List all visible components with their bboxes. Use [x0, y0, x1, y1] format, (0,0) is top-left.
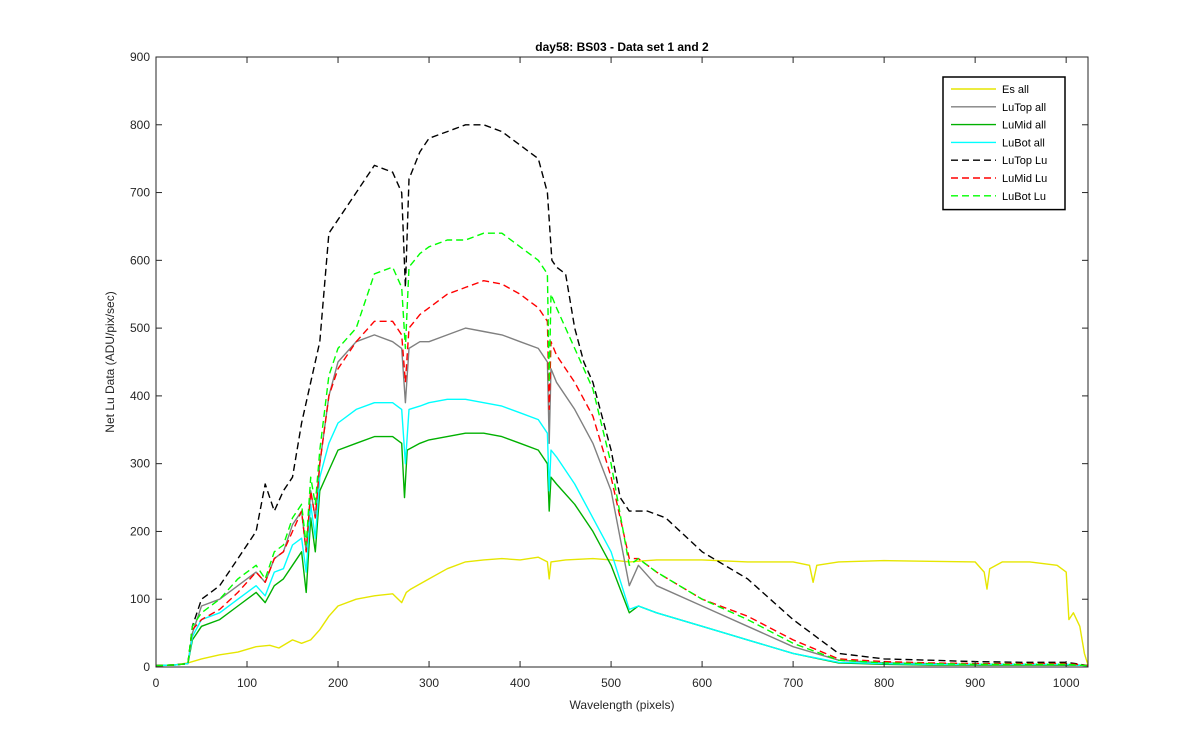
series-line-1	[155, 556, 1089, 667]
x-tick-label: 300	[419, 676, 439, 690]
y-tick-label: 200	[130, 524, 150, 538]
series-line-6	[155, 280, 1089, 667]
x-tick-label: 100	[237, 676, 257, 690]
x-tick-label: 0	[153, 676, 160, 690]
legend: Es all LuTop all LuMid all LuBot all LuTop L…	[942, 76, 1066, 211]
y-tick-label: 600	[130, 253, 150, 267]
y-tick-label: 500	[130, 321, 150, 335]
series-layer	[155, 124, 1089, 667]
legend-label-2: LuTop all	[1002, 102, 1046, 114]
legend-label-1: Es all	[1002, 84, 1029, 96]
y-tick-label: 800	[130, 118, 150, 132]
x-tick-label: 800	[874, 676, 894, 690]
x-tick-label: 400	[510, 676, 530, 690]
chart-title: day58: BS03 - Data set 1 and 2	[535, 40, 709, 54]
y-tick-label: 400	[130, 389, 150, 403]
x-axis-label: Wavelength (pixels)	[570, 698, 675, 712]
series-line-4	[155, 398, 1089, 667]
legend-label-6: LuMid Lu	[1002, 173, 1047, 185]
axes-box	[155, 56, 1089, 668]
x-tick-label: 500	[601, 676, 621, 690]
axes-background	[156, 57, 1088, 667]
y-axis-label: Net Lu Data (ADU/pix/sec)	[103, 291, 117, 432]
series-line-5	[155, 124, 1089, 667]
legend-box	[942, 76, 1066, 211]
x-tick-label: 900	[965, 676, 985, 690]
legend-label-5: LuTop Lu	[1002, 155, 1047, 167]
y-tick-label: 300	[130, 457, 150, 471]
x-tick-label: 700	[783, 676, 803, 690]
legend-label-7: LuBot Lu	[1002, 191, 1046, 203]
x-tick-label: 1000	[1053, 676, 1080, 690]
y-tick-label: 0	[143, 660, 150, 674]
tick-layer: 0 100 200 300 400 500 600 700 800 900 1000 0 100 200 3…	[130, 50, 1088, 690]
legend-label-3: LuMid all	[1002, 120, 1046, 132]
y-tick-label: 100	[130, 592, 150, 606]
legend-label-4: LuBot all	[1002, 137, 1045, 149]
y-tick-label: 700	[130, 186, 150, 200]
x-tick-label: 600	[692, 676, 712, 690]
series-line-7	[155, 232, 1089, 667]
x-tick-label: 200	[328, 676, 348, 690]
y-tick-label: 900	[130, 50, 150, 64]
